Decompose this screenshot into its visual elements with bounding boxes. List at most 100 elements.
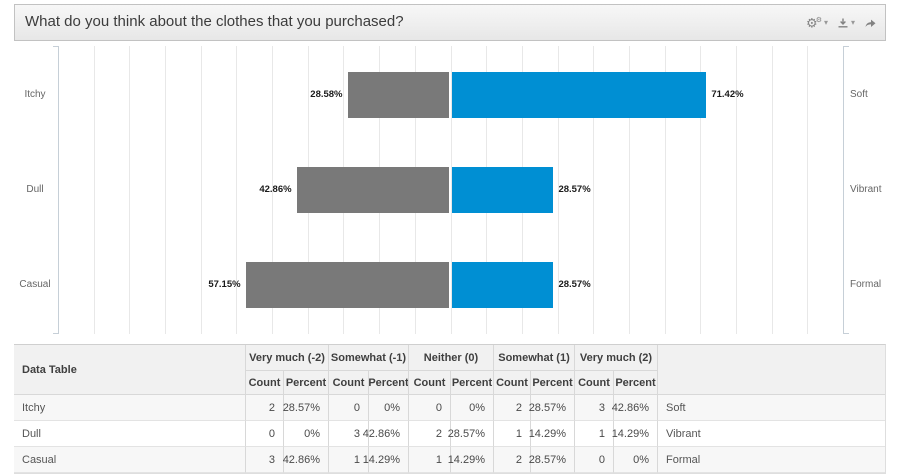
count-cell: 2 [408, 421, 450, 447]
table-corner-label: Data Table [14, 345, 245, 395]
subheader-count: Count [328, 371, 368, 395]
gridline [236, 46, 237, 334]
gridline [201, 46, 202, 334]
widget-header: What do you think about the clothes that… [14, 4, 886, 41]
survey-widget: What do you think about the clothes that… [14, 4, 886, 474]
bar-positive-dull[interactable] [451, 167, 554, 213]
gridline [129, 46, 130, 334]
percent-cell: 28.57% [529, 447, 574, 473]
percent-cell: 14.29% [529, 421, 574, 447]
percent-cell: 0% [450, 395, 493, 421]
count-cell: 3 [574, 395, 613, 421]
left-axis-line [53, 46, 59, 334]
subheader-percent: Percent [530, 371, 574, 395]
row-label: Itchy [14, 395, 245, 421]
gridline [272, 46, 273, 334]
value-label-negative: 57.15% [208, 279, 241, 290]
gridline [94, 46, 95, 334]
percent-cell: 28.57% [448, 421, 493, 447]
group-header: Somewhat (1) [493, 345, 574, 371]
row-label: Dull [14, 421, 245, 447]
chart-area: 28.58% 71.42% 42.86% 28.57% 57.15% 28.57% Itc… [14, 41, 886, 344]
bar-positive-itchy[interactable] [451, 72, 707, 118]
subheader-percent: Percent [450, 371, 493, 395]
gridline [700, 46, 701, 334]
row-right-label: Formal [657, 447, 885, 473]
gridline [593, 46, 594, 334]
count-cell: 1 [408, 447, 450, 473]
gridline [665, 46, 666, 334]
count-cell: 1 [493, 421, 530, 447]
percent-cell: 28.57% [283, 395, 328, 421]
group-header: Neither (0) [408, 345, 493, 371]
count-cell: 2 [245, 395, 283, 421]
value-label-negative: 42.86% [259, 184, 292, 195]
subheader-count: Count [245, 371, 283, 395]
right-category-label: Soft [850, 89, 868, 100]
left-category-label: Itchy [24, 89, 46, 100]
bar-negative-dull[interactable] [296, 167, 450, 213]
count-cell: 0 [245, 421, 283, 447]
chevron-down-icon: ▾ [823, 17, 828, 27]
group-header-empty [657, 345, 885, 395]
right-axis-line [843, 46, 849, 334]
percent-cell: 14.29% [363, 447, 408, 473]
row-right-label: Vibrant [657, 421, 885, 447]
group-header: Very much (2) [574, 345, 657, 371]
bar-negative-casual[interactable] [245, 262, 450, 308]
left-category-label: Casual [19, 279, 51, 290]
subheader-count: Count [493, 371, 530, 395]
subheader-percent: Percent [613, 371, 657, 395]
percent-cell: 42.86% [612, 395, 657, 421]
subheader-percent: Percent [368, 371, 409, 395]
value-label-negative: 28.58% [310, 89, 343, 100]
subheader-count: Count [574, 371, 613, 395]
value-label-positive: 71.42% [711, 89, 744, 100]
bar-negative-itchy[interactable] [347, 72, 450, 118]
left-category-label: Dull [26, 184, 44, 195]
gridline [736, 46, 737, 334]
row-label: Casual [14, 447, 245, 473]
group-header: Somewhat (-1) [328, 345, 408, 371]
gears-icon: ⚙⚙ [806, 16, 822, 32]
count-cell: 1 [328, 447, 368, 473]
right-category-label: Vibrant [850, 184, 882, 195]
value-label-positive: 28.57% [558, 279, 591, 290]
percent-cell: 14.29% [612, 421, 657, 447]
count-cell: 1 [574, 421, 613, 447]
subheader-percent: Percent [283, 371, 328, 395]
count-cell: 2 [493, 447, 530, 473]
percent-cell: 0% [613, 447, 657, 473]
settings-button[interactable]: ⚙⚙ ▾ [806, 14, 828, 30]
count-cell: 0 [408, 395, 450, 421]
gridline [558, 46, 559, 334]
group-header: Very much (-2) [245, 345, 328, 371]
percent-cell: 0% [368, 395, 408, 421]
widget-toolbar: ⚙⚙ ▾ ▾ [806, 5, 877, 40]
percent-cell: 28.57% [529, 395, 574, 421]
share-icon [865, 19, 876, 27]
count-cell: 0 [328, 395, 368, 421]
gridline [629, 46, 630, 334]
right-category-label: Formal [850, 279, 882, 290]
percent-cell: 42.86% [363, 421, 408, 447]
share-button[interactable] [864, 17, 877, 29]
value-label-positive: 28.57% [558, 184, 591, 195]
download-button[interactable]: ▾ [837, 17, 855, 29]
count-cell: 3 [245, 447, 283, 473]
plot-area: 28.58% 71.42% 42.86% 28.57% 57.15% 28.57% [53, 46, 849, 334]
percent-cell: 0% [283, 421, 328, 447]
count-cell: 2 [493, 395, 530, 421]
gridline [807, 46, 808, 334]
gridline [165, 46, 166, 334]
data-table: Data Table Very much (-2) Somewhat (-1) Nei… [14, 344, 886, 474]
row-right-label: Soft [657, 395, 885, 421]
bar-positive-casual[interactable] [451, 262, 554, 308]
percent-cell: 14.29% [448, 447, 493, 473]
percent-cell: 42.86% [283, 447, 328, 473]
download-icon [838, 18, 848, 27]
count-cell: 0 [574, 447, 613, 473]
chevron-down-icon: ▾ [850, 18, 855, 27]
subheader-count: Count [408, 371, 450, 395]
